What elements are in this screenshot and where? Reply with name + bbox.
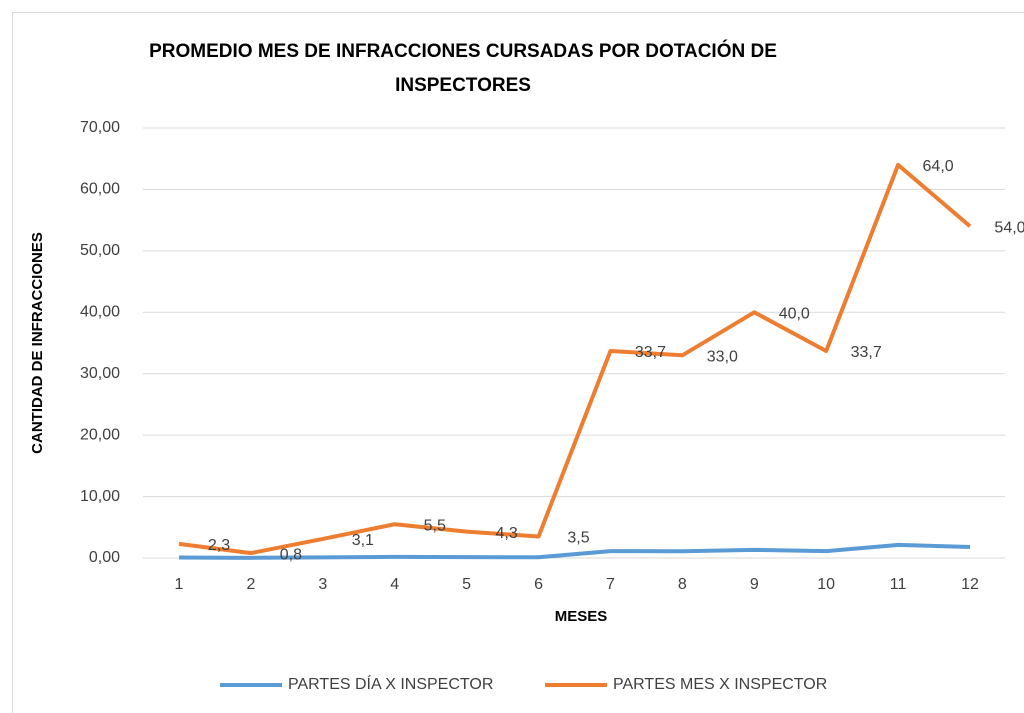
x-tick-label: 5 — [462, 576, 471, 593]
data-label: 64,0 — [923, 158, 954, 175]
y-tick-label: 30,00 — [80, 365, 120, 382]
x-tick-label: 9 — [750, 576, 759, 593]
x-tick-label: 10 — [817, 576, 835, 593]
data-label: 3,5 — [567, 530, 589, 547]
data-label: 2,3 — [208, 537, 230, 554]
series-line — [178, 542, 971, 560]
x-tick-label: 2 — [246, 576, 255, 593]
data-label: 54,0 — [994, 220, 1024, 237]
data-label: 5,5 — [424, 517, 446, 534]
chart-border — [12, 12, 1024, 713]
x-tick-label: 8 — [678, 576, 687, 593]
data-label: 4,3 — [496, 525, 518, 542]
x-tick-label: 6 — [534, 576, 543, 593]
y-tick-label: 0,00 — [89, 549, 120, 566]
legend-label: PARTES DÍA X INSPECTOR — [288, 674, 493, 693]
data-label: 40,0 — [779, 306, 810, 323]
y-axis-title: CANTIDAD DE INFRACCIONES — [29, 232, 46, 454]
y-tick-label: 10,00 — [80, 488, 120, 505]
series-line — [178, 162, 972, 556]
x-tick-label: 11 — [890, 576, 907, 593]
x-tick-label: 1 — [175, 576, 184, 593]
y-tick-label: 60,00 — [80, 181, 120, 198]
chart-title: INSPECTORES — [395, 75, 531, 96]
y-tick-label: 50,00 — [80, 242, 120, 259]
x-tick-label: 4 — [390, 576, 399, 593]
data-label: 33,7 — [851, 344, 882, 361]
legend-label: PARTES MES X INSPECTOR — [613, 676, 827, 693]
data-label: 33,7 — [635, 344, 666, 361]
x-tick-label: 3 — [318, 576, 327, 593]
y-tick-label: 70,00 — [80, 119, 120, 136]
x-tick-label: 12 — [961, 576, 979, 593]
chart-title: PROMEDIO MES DE INFRACCIONES CURSADAS PO… — [149, 40, 777, 62]
y-tick-label: 20,00 — [80, 426, 120, 443]
x-tick-label: 7 — [606, 576, 615, 593]
data-label: 0,8 — [280, 546, 302, 563]
y-tick-label: 40,00 — [80, 304, 120, 321]
data-label: 33,0 — [707, 349, 738, 366]
x-axis-title: MESES — [555, 608, 608, 625]
data-label: 3,1 — [352, 532, 374, 549]
